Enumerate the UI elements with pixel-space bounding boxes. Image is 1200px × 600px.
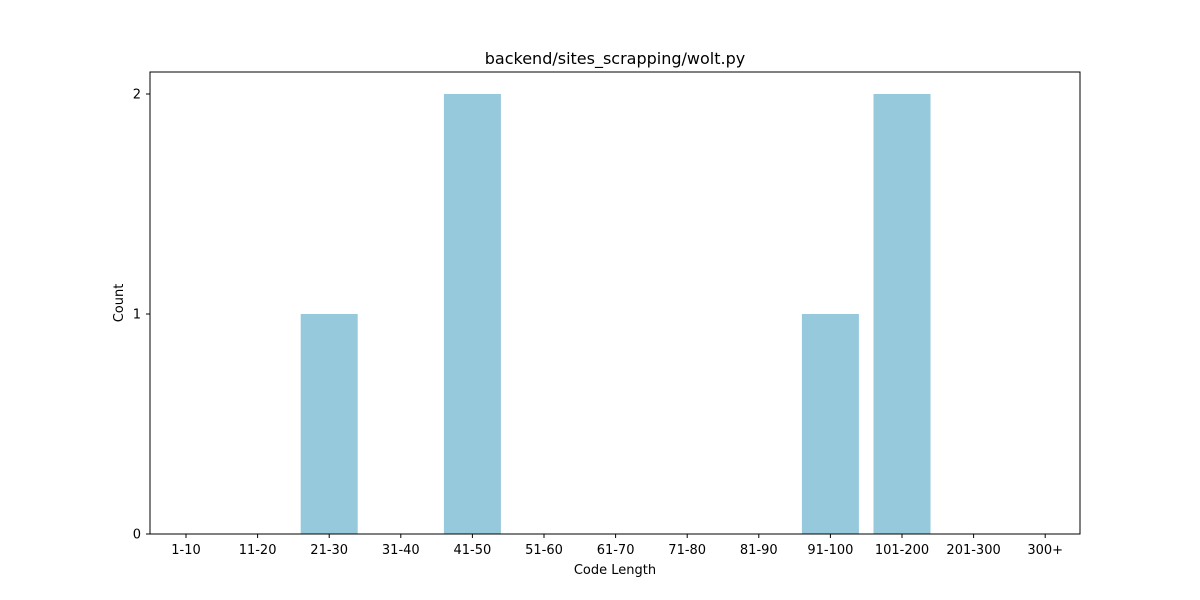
x-tick-label: 21-30 xyxy=(310,543,348,558)
bar-91-100 xyxy=(801,314,859,534)
bar-21-30 xyxy=(300,314,358,534)
x-tick-label: 31-40 xyxy=(382,543,420,558)
x-tick-label: 1-10 xyxy=(171,543,201,558)
x-tick-label: 41-50 xyxy=(454,543,492,558)
x-axis-ticks: 1-10 11-20 21-30 31-40 41-50 51-60 61-70 71-80 8… xyxy=(171,534,1063,558)
y-tick-label: 2 xyxy=(133,88,141,103)
bars xyxy=(300,94,931,534)
x-tick-label: 101-200 xyxy=(875,543,929,558)
x-tick-label: 81-90 xyxy=(740,543,778,558)
y-axis-ticks: 0 1 2 xyxy=(133,88,150,543)
x-tick-label: 91-100 xyxy=(807,543,853,558)
x-tick-label: 201-300 xyxy=(946,543,1000,558)
x-tick-label: 71-80 xyxy=(668,543,706,558)
x-tick-label: 300+ xyxy=(1027,543,1063,558)
plot-frame xyxy=(149,71,1081,535)
x-axis-label: Code Length xyxy=(574,563,656,578)
x-tick-label: 61-70 xyxy=(597,543,635,558)
y-tick-label: 0 xyxy=(133,528,141,543)
y-tick-label: 1 xyxy=(133,308,141,323)
bar-101-200 xyxy=(873,94,931,534)
chart-title: backend/sites_scrapping/wolt.py xyxy=(485,49,745,69)
x-tick-label: 11-20 xyxy=(239,543,277,558)
x-tick-label: 51-60 xyxy=(525,543,563,558)
bar-41-50 xyxy=(443,94,501,534)
y-axis-label: Count xyxy=(112,284,127,323)
